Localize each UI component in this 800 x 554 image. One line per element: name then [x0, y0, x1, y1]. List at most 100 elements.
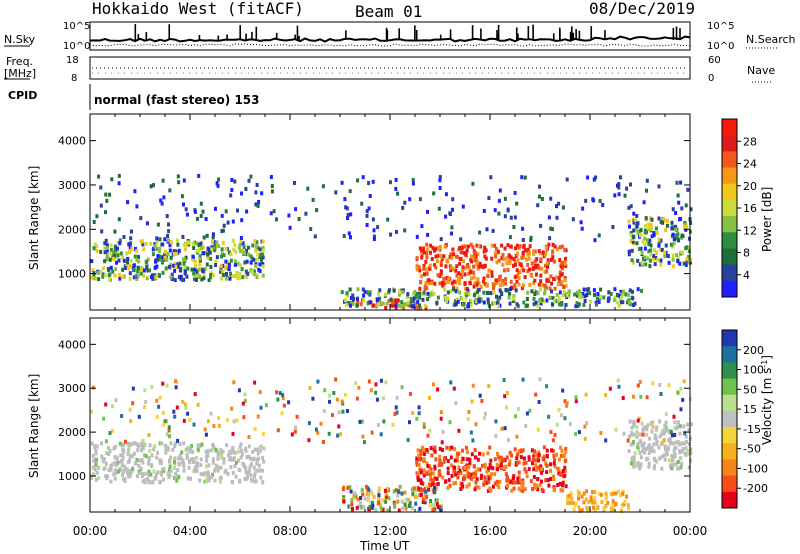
echo-cell — [540, 470, 544, 475]
echo-cell — [583, 299, 587, 303]
echo-cell — [441, 475, 445, 480]
echo-cell — [660, 248, 664, 252]
echo-cell — [149, 275, 153, 279]
scatter-cell — [165, 214, 169, 219]
echo-cell — [198, 274, 202, 279]
echo-cell — [532, 453, 536, 458]
scatter-cell — [363, 440, 366, 445]
scatter-cell — [417, 405, 421, 410]
echo-cell — [136, 448, 140, 453]
scatter-cell — [555, 422, 559, 427]
echo-cell — [115, 246, 119, 251]
echo-cell — [185, 274, 189, 279]
echo-cell — [576, 290, 580, 295]
echo-cell — [534, 259, 538, 264]
echo-cell — [146, 477, 150, 481]
scatter-cell — [636, 383, 640, 388]
echo-cell — [437, 246, 441, 251]
echo-cell — [378, 486, 382, 491]
scatter-cell — [657, 184, 661, 189]
scatter-cell — [260, 191, 264, 196]
echo-cell — [527, 256, 531, 261]
time-axis: 00:00 04:00 08:00 12:00 16:00 20:00 00:00 — [73, 524, 708, 538]
echo-cell — [345, 291, 349, 296]
echo-cell — [169, 455, 173, 460]
echo-cell — [249, 456, 253, 461]
echo-cell — [489, 475, 493, 480]
echo-cell — [229, 258, 233, 263]
scatter-cell — [91, 385, 95, 390]
echo-cell — [524, 248, 528, 253]
echo-cell — [435, 476, 439, 481]
echo-cell — [91, 453, 95, 458]
echo-cell — [551, 302, 555, 306]
scatter-cell — [168, 434, 171, 439]
echo-cell — [126, 441, 130, 446]
echo-cell — [484, 248, 488, 253]
echo-cell — [482, 265, 486, 270]
echo-cell — [555, 247, 559, 252]
echo-cell — [381, 301, 385, 306]
echo-cell — [673, 426, 677, 431]
echo-cell — [636, 442, 640, 446]
echo-cell — [119, 459, 123, 464]
echo-cell — [425, 461, 429, 466]
echo-cell — [146, 461, 150, 466]
scatter-cell — [529, 238, 533, 242]
echo-cell — [247, 470, 251, 475]
echo-cell — [153, 242, 157, 246]
scatter-cell — [418, 197, 422, 202]
echo-cell — [559, 454, 563, 458]
echo-cell — [427, 281, 431, 285]
echo-cell — [420, 255, 424, 260]
scatter-cell — [617, 182, 621, 186]
scatter-cell — [536, 203, 540, 208]
echo-cell — [531, 461, 534, 466]
echo-cell — [659, 238, 663, 243]
echo-cell — [145, 260, 149, 265]
echo-cell — [613, 287, 617, 292]
echo-cell — [417, 462, 421, 467]
echo-cell — [495, 300, 499, 305]
echo-cell — [609, 292, 613, 296]
echo-cell — [216, 465, 220, 470]
echo-cell — [126, 256, 130, 261]
echo-cell — [198, 478, 202, 483]
echo-cell — [433, 263, 437, 268]
scatter-cell — [395, 410, 399, 415]
echo-cell — [644, 223, 648, 228]
echo-cell — [468, 461, 472, 466]
echo-cell — [249, 260, 253, 265]
scatter-cell — [367, 181, 371, 185]
echo-cell — [370, 491, 374, 496]
echo-cell — [419, 478, 423, 483]
scatter-cell — [235, 418, 239, 423]
echo-cell — [533, 288, 536, 293]
scatter-cell — [439, 410, 443, 415]
echo-cell — [492, 286, 495, 291]
echo-cell — [259, 257, 263, 262]
echo-cell — [596, 505, 600, 510]
scatter-cell — [155, 398, 159, 403]
echo-cell — [348, 485, 352, 490]
scatter-cell — [415, 234, 419, 239]
scatter-cell — [313, 234, 317, 239]
scatter-cell — [561, 388, 565, 393]
echo-cell — [130, 247, 134, 252]
echo-cell — [220, 451, 224, 456]
echo-cell — [645, 457, 648, 462]
scatter-cell — [507, 438, 510, 443]
echo-cell — [487, 466, 490, 471]
echo-cell — [123, 464, 127, 469]
echo-cell — [671, 257, 675, 262]
echo-cell — [106, 446, 110, 451]
echo-cell — [403, 490, 407, 495]
echo-cell — [220, 251, 224, 256]
echo-cell — [534, 452, 538, 457]
scatter-cell — [114, 398, 118, 403]
scatter-cell — [141, 438, 145, 443]
echo-cell — [256, 252, 260, 257]
scatter-cell — [358, 419, 362, 424]
echo-cell — [245, 248, 248, 253]
scatter-cell — [565, 177, 569, 182]
